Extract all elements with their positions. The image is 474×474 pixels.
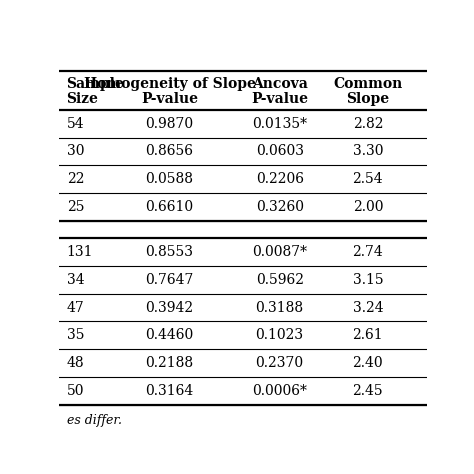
Text: 0.0603: 0.0603 <box>255 145 304 158</box>
Text: 3.30: 3.30 <box>353 145 383 158</box>
Text: 0.0006*: 0.0006* <box>252 384 307 398</box>
Text: 2.61: 2.61 <box>353 328 383 342</box>
Text: 22: 22 <box>66 172 84 186</box>
Text: 35: 35 <box>66 328 84 342</box>
Text: 0.2370: 0.2370 <box>255 356 304 370</box>
Text: 0.8656: 0.8656 <box>146 145 193 158</box>
Text: 0.9870: 0.9870 <box>146 117 193 131</box>
Text: 47: 47 <box>66 301 84 315</box>
Text: P-value: P-value <box>141 92 198 106</box>
Text: 2.82: 2.82 <box>353 117 383 131</box>
Text: 3.24: 3.24 <box>353 301 383 315</box>
Text: Sample: Sample <box>66 77 124 91</box>
Text: 131: 131 <box>66 245 93 259</box>
Text: 0.8553: 0.8553 <box>146 245 193 259</box>
Text: 0.3942: 0.3942 <box>146 301 193 315</box>
Text: 0.2206: 0.2206 <box>255 172 304 186</box>
Text: 0.0135*: 0.0135* <box>252 117 307 131</box>
Text: 0.7647: 0.7647 <box>145 273 194 287</box>
Text: 0.1023: 0.1023 <box>255 328 304 342</box>
Text: 0.5962: 0.5962 <box>255 273 304 287</box>
Text: Size: Size <box>66 92 99 106</box>
Text: 2.74: 2.74 <box>353 245 383 259</box>
Text: 2.54: 2.54 <box>353 172 383 186</box>
Text: 34: 34 <box>66 273 84 287</box>
Text: 0.3164: 0.3164 <box>146 384 193 398</box>
Text: 2.45: 2.45 <box>353 384 383 398</box>
Text: 30: 30 <box>66 145 84 158</box>
Text: 0.3188: 0.3188 <box>255 301 304 315</box>
Text: P-value: P-value <box>251 92 308 106</box>
Text: Common: Common <box>333 77 402 91</box>
Text: 48: 48 <box>66 356 84 370</box>
Text: 0.0087*: 0.0087* <box>252 245 307 259</box>
Text: 0.4460: 0.4460 <box>146 328 193 342</box>
Text: 54: 54 <box>66 117 84 131</box>
Text: 25: 25 <box>66 200 84 214</box>
Text: 3.15: 3.15 <box>353 273 383 287</box>
Text: Slope: Slope <box>346 92 389 106</box>
Text: 2.40: 2.40 <box>353 356 383 370</box>
Text: 0.2188: 0.2188 <box>146 356 193 370</box>
Text: Homogeneity of Slope: Homogeneity of Slope <box>83 77 255 91</box>
Text: 0.6610: 0.6610 <box>146 200 193 214</box>
Text: 0.0588: 0.0588 <box>146 172 193 186</box>
Text: 50: 50 <box>66 384 84 398</box>
Text: 0.3260: 0.3260 <box>255 200 304 214</box>
Text: Ancova: Ancova <box>252 77 308 91</box>
Text: 2.00: 2.00 <box>353 200 383 214</box>
Text: es differ.: es differ. <box>66 414 122 427</box>
